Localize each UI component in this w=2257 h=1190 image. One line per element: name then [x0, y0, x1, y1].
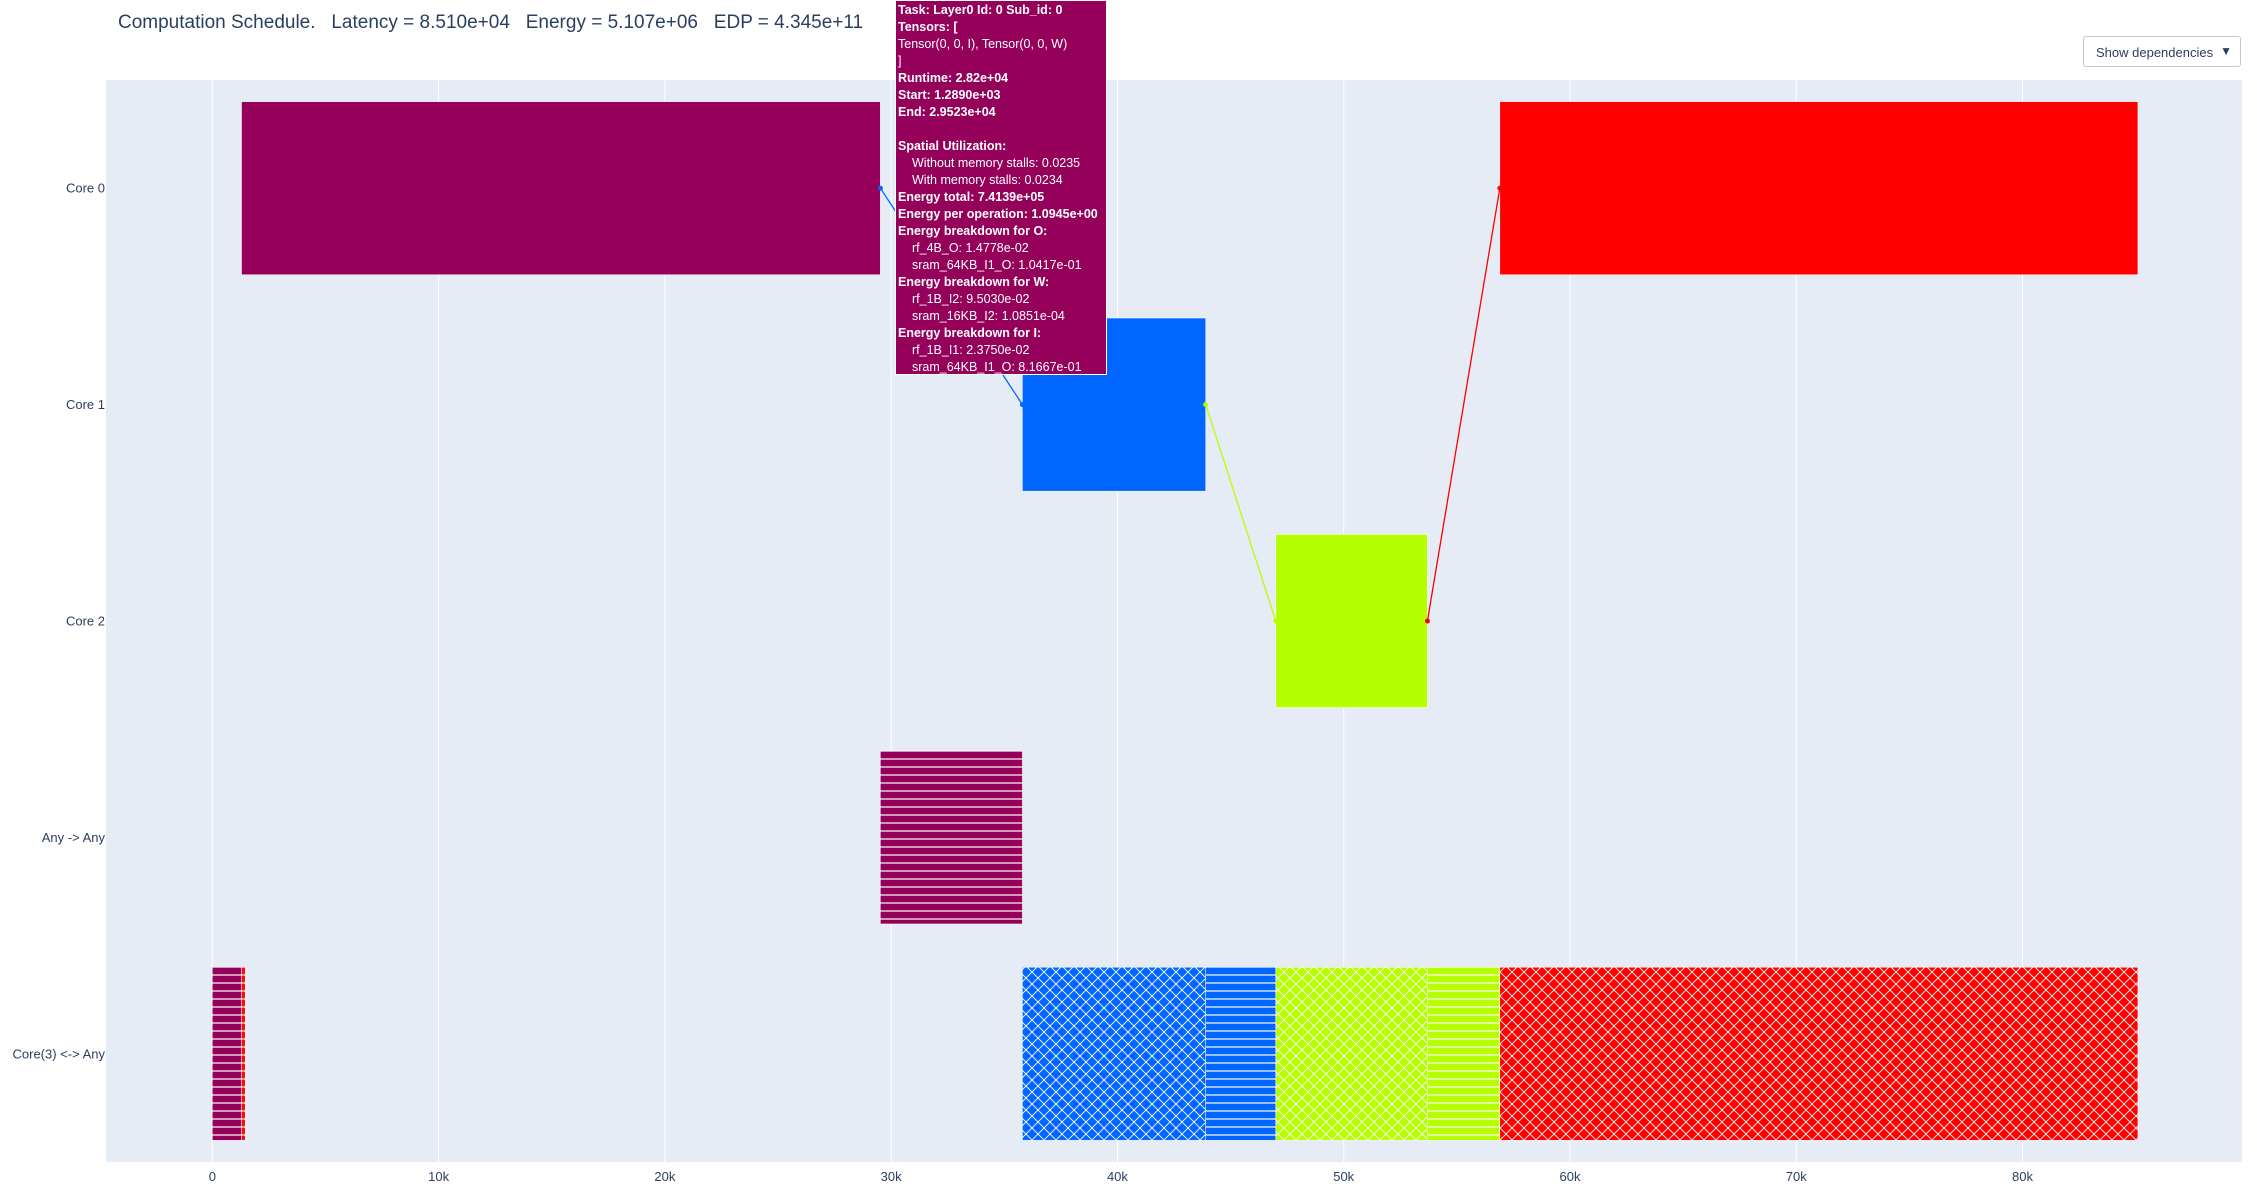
- dependency-line: [1205, 404, 1277, 622]
- tooltip-w-1: rf_1B_I2: 9.5030e-02: [912, 292, 1030, 306]
- tooltip-without-stalls: Without memory stalls: 0.0235: [912, 156, 1081, 170]
- x-tick-label: 40k: [1107, 1169, 1128, 1184]
- tooltip-runtime: Runtime: 2.82e+04: [898, 71, 1009, 85]
- show-dependencies-dropdown[interactable]: Show dependencies ▼: [2083, 36, 2241, 67]
- tooltip-tensors-close: ]: [898, 54, 902, 68]
- task-bar[interactable]: [880, 750, 1023, 925]
- tooltip-o-1: rf_4B_O: 1.4778e-02: [912, 241, 1029, 255]
- task-bar[interactable]: [1205, 966, 1277, 1141]
- y-tick-label: Any -> Any: [42, 830, 106, 845]
- tooltip-breakdown-o: Energy breakdown for O:: [898, 224, 1048, 238]
- task-bar[interactable]: [241, 966, 246, 1141]
- x-tick-label: 20k: [654, 1169, 675, 1184]
- tooltip-spacer: [898, 121, 1104, 138]
- x-tick-label: 70k: [1786, 1169, 1807, 1184]
- tooltip-breakdown-w: Energy breakdown for W:: [898, 275, 1050, 289]
- dependency-line: [1426, 188, 1501, 622]
- task-bar[interactable]: [1275, 966, 1428, 1141]
- task-bar[interactable]: [241, 101, 881, 276]
- tooltip-energy-per-op: Energy per operation: 1.0945e+00: [898, 207, 1098, 221]
- tooltip-energy-total: Energy total: 7.4139e+05: [898, 190, 1045, 204]
- dropdown-label: Show dependencies: [2096, 45, 2214, 60]
- task-hover-tooltip: Task: Layer0 Id: 0 Sub_id: 0 Tensors: [ …: [895, 0, 1107, 375]
- task-bar[interactable]: [1499, 101, 2139, 276]
- edp-readout: EDP = 4.345e+11: [713, 12, 864, 33]
- x-tick-label: 10k: [428, 1169, 449, 1184]
- task-bar[interactable]: [1499, 966, 2139, 1141]
- y-tick-label: Core 0: [66, 181, 105, 196]
- y-tick-label: Core(3) <-> Any: [13, 1046, 106, 1061]
- y-tick-label: Core 2: [66, 614, 105, 629]
- x-tick-label: 50k: [1333, 1169, 1354, 1184]
- task-bar[interactable]: [1427, 966, 1501, 1141]
- y-axis-ticks: Core 0 Core 1 Core 2 Any -> Any Core(3) <-> …: [13, 181, 106, 1062]
- dependency-endpoint: [1019, 402, 1025, 408]
- task-bar[interactable]: [1022, 966, 1206, 1141]
- task-bar[interactable]: [1275, 534, 1428, 708]
- tooltip-end: End: 2.9523e+04: [898, 105, 996, 119]
- dependency-endpoint: [1273, 618, 1279, 624]
- tooltip-spatial-label: Spatial Utilization:: [898, 139, 1007, 153]
- x-tick-label: 30k: [881, 1169, 902, 1184]
- tooltip-tensors-value: Tensor(0, 0, I), Tensor(0, 0, W): [898, 37, 1068, 51]
- tooltip-start: Start: 1.2890e+03: [898, 88, 1001, 102]
- tooltip-breakdown-i: Energy breakdown for I:: [898, 326, 1042, 340]
- energy-readout: Energy = 5.107e+06: [525, 12, 698, 33]
- y-tick-label: Core 1: [66, 397, 105, 412]
- latency-readout: Latency = 8.510e+04: [331, 12, 510, 33]
- dependency-endpoint: [877, 185, 883, 191]
- chart-title-text: Computation Schedule.: [118, 12, 316, 33]
- x-tick-label: 0: [209, 1169, 216, 1184]
- tooltip-i-1: rf_1B_I1: 2.3750e-02: [912, 343, 1030, 357]
- tooltip-tensors-label: Tensors: [: [898, 20, 958, 34]
- tooltip-w-2: sram_16KB_I2: 1.0851e-04: [912, 309, 1065, 323]
- x-tick-label: 80k: [2012, 1169, 2033, 1184]
- tooltip-task: Task: Layer0 Id: 0 Sub_id: 0: [898, 3, 1063, 17]
- task-bar[interactable]: [212, 966, 242, 1141]
- tooltip-with-stalls: With memory stalls: 0.0234: [912, 173, 1063, 187]
- tooltip-o-2: sram_64KB_I1_O: 1.0417e-01: [912, 258, 1082, 272]
- dependency-endpoint: [1203, 402, 1209, 408]
- tooltip-i-2: sram_64KB_I1_O: 8.1667e-01: [912, 360, 1082, 374]
- chevron-down-icon: ▼: [2220, 44, 2232, 58]
- x-axis-ticks: 0 10k 20k 30k 40k 50k 60k 70k 80k: [209, 1169, 2034, 1184]
- dependency-endpoint: [1424, 618, 1430, 624]
- chart-title: Computation Schedule. Latency = 8.510e+0…: [118, 12, 863, 34]
- dependency-endpoint: [1497, 185, 1503, 191]
- x-tick-label: 60k: [1559, 1169, 1580, 1184]
- task-bars: [212, 101, 2139, 1141]
